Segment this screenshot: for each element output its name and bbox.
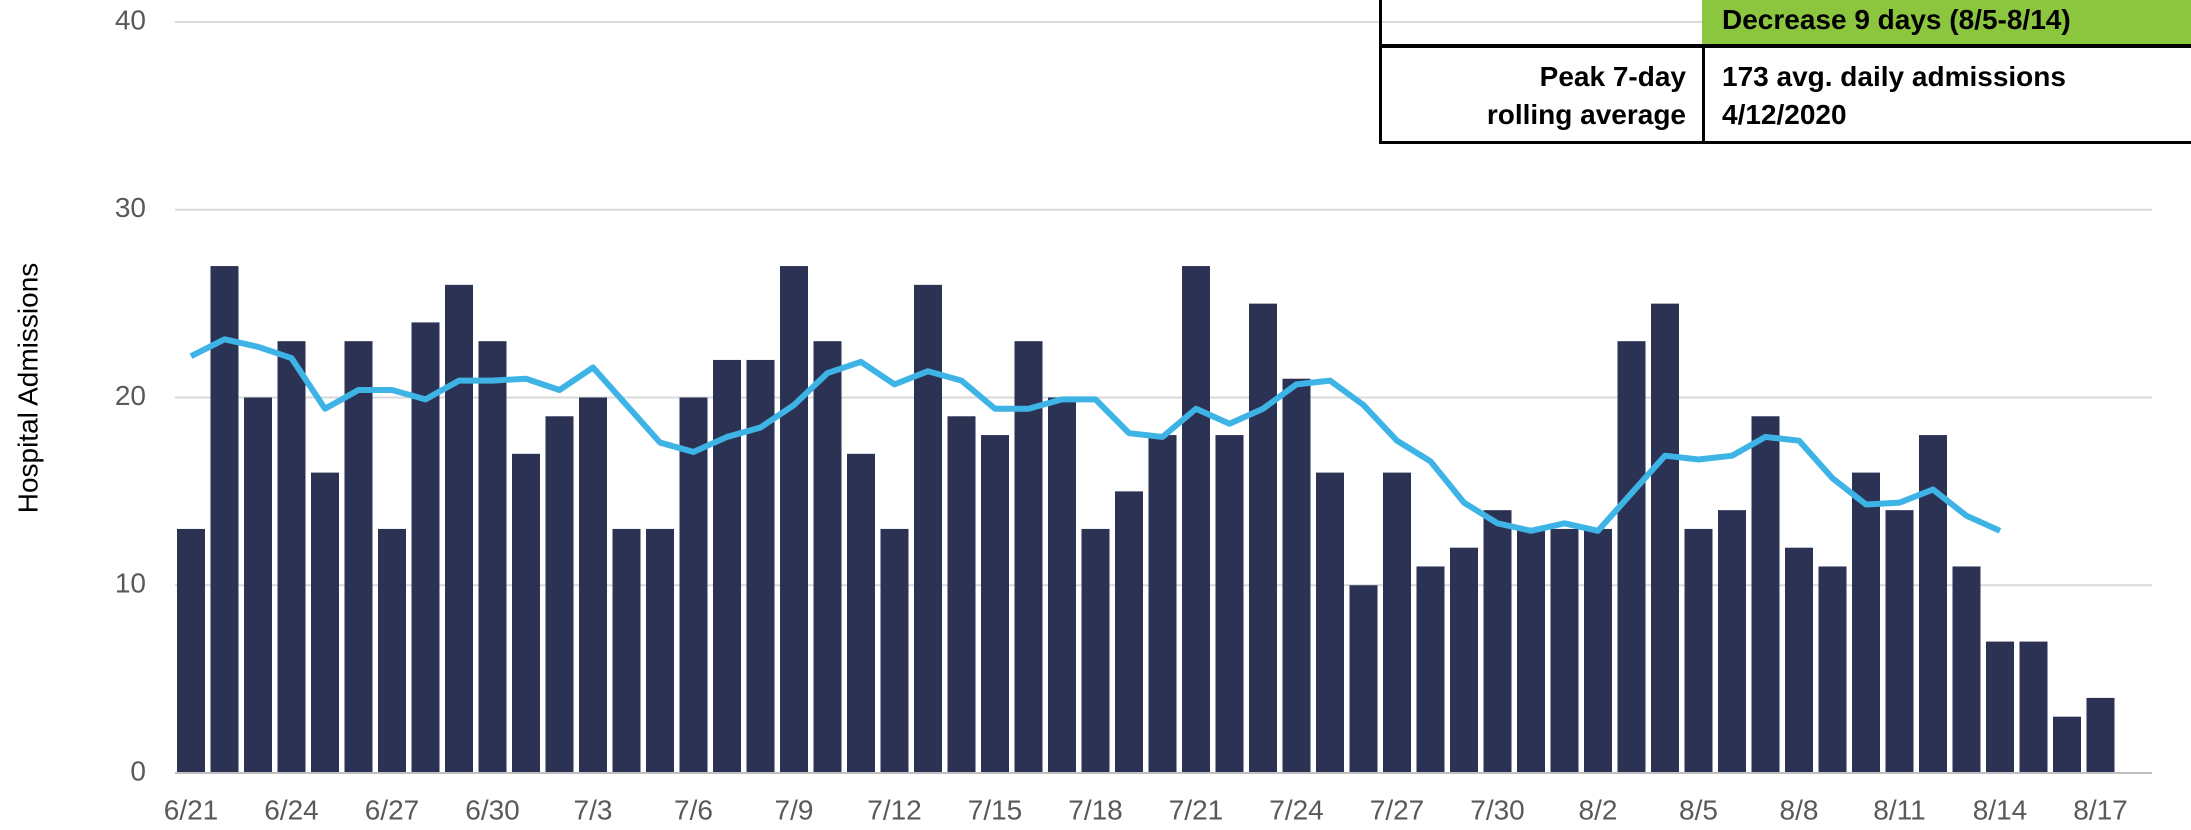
x-tick-label: 7/3: [574, 794, 613, 825]
bar: [981, 435, 1009, 773]
bar: [1249, 303, 1277, 773]
x-tick-label: 7/15: [968, 794, 1023, 825]
y-axis-label: Hospital Admissions: [12, 263, 43, 514]
bar: [1852, 472, 1880, 773]
x-tick-label: 8/2: [1579, 794, 1618, 825]
bar: [612, 528, 641, 773]
peak-value: 173 avg. daily admissions: [1722, 61, 2066, 92]
bar: [545, 416, 574, 773]
trend-cell: Decrease 9 days (8/5-8/14): [1702, 0, 2191, 48]
bar: [1517, 528, 1545, 773]
x-tick-label: 7/24: [1269, 794, 1324, 825]
bar: [1182, 266, 1210, 773]
bar: [1919, 435, 1947, 773]
trend-text: Decrease 9 days (8/5-8/14): [1722, 4, 2071, 35]
bar: [1651, 303, 1679, 773]
bar: [646, 528, 674, 773]
x-tick-label: 8/14: [1973, 794, 2028, 825]
bar: [244, 397, 272, 773]
bar: [1785, 547, 1813, 773]
bar: [1282, 378, 1311, 773]
bar: [914, 284, 942, 773]
y-tick-label: 30: [115, 192, 146, 223]
bar: [311, 472, 339, 773]
bar: [1014, 341, 1043, 773]
bar: [512, 453, 540, 773]
x-tick-label: 7/21: [1169, 794, 1224, 825]
bar: [880, 528, 909, 773]
y-tick-label: 10: [115, 568, 146, 599]
x-tick-label: 8/8: [1780, 794, 1819, 825]
bar: [1751, 416, 1780, 773]
bar: [1986, 641, 2014, 773]
x-tick-label: 8/11: [1873, 794, 1925, 825]
y-tick-label: 0: [130, 755, 146, 786]
x-tick-label: 6/21: [164, 794, 219, 825]
y-tick-label: 20: [115, 380, 146, 411]
bar: [445, 284, 473, 773]
bar: [579, 397, 607, 773]
x-tick-label: 7/6: [674, 794, 713, 825]
x-tick-label: 7/27: [1370, 794, 1425, 825]
peak-date: 4/12/2020: [1722, 99, 1847, 130]
bar: [780, 266, 808, 773]
bar: [1885, 510, 1914, 773]
bar: [2053, 716, 2081, 773]
empty-cell: [1379, 0, 1705, 48]
bar: [1718, 510, 1746, 773]
bar: [2086, 697, 2115, 773]
bar: [1617, 341, 1646, 773]
bar: [210, 266, 239, 773]
x-tick-label: 7/18: [1068, 794, 1123, 825]
bar: [1584, 528, 1612, 773]
bar: [1818, 566, 1847, 773]
bar: [679, 397, 708, 773]
bar: [1148, 435, 1177, 773]
bar: [1115, 491, 1143, 773]
bar: [1048, 397, 1076, 773]
y-tick-label: 40: [115, 4, 146, 35]
bar: [813, 341, 842, 773]
x-tick-label: 7/9: [775, 794, 814, 825]
bar: [947, 416, 976, 773]
rolling-average-line: [189, 336, 2002, 534]
x-tick-label: 6/27: [365, 794, 420, 825]
x-tick-label: 6/30: [465, 794, 520, 825]
x-tick-label: 8/17: [2073, 794, 2128, 825]
x-tick-label: 7/30: [1470, 794, 1525, 825]
peak-value-cell: 173 avg. daily admissions 4/12/2020: [1702, 48, 2191, 144]
bar: [344, 341, 373, 773]
bar: [1215, 435, 1244, 773]
bar: [478, 341, 507, 773]
bar: [1383, 472, 1411, 773]
x-tick-label: 6/24: [264, 794, 319, 825]
bar: [1316, 472, 1344, 773]
bar: [1550, 528, 1579, 773]
bar: [1416, 566, 1445, 773]
bar: [1349, 585, 1378, 773]
x-tick-label: 8/5: [1679, 794, 1718, 825]
bar: [1081, 528, 1110, 773]
bar: [277, 341, 306, 773]
bar: [2019, 641, 2048, 773]
peak-label-cell: Peak 7-day rolling average: [1379, 48, 1705, 144]
bar: [411, 322, 440, 773]
bar: [1483, 510, 1512, 773]
bar: [378, 528, 406, 773]
bar: [1450, 547, 1478, 773]
bar: [1684, 528, 1713, 773]
bar: [177, 528, 205, 773]
x-tick-label: 7/12: [867, 794, 922, 825]
bar: [1952, 566, 1981, 773]
bar: [713, 359, 741, 773]
peak-label: Peak 7-day rolling average: [1486, 61, 1686, 130]
bar: [847, 453, 875, 773]
